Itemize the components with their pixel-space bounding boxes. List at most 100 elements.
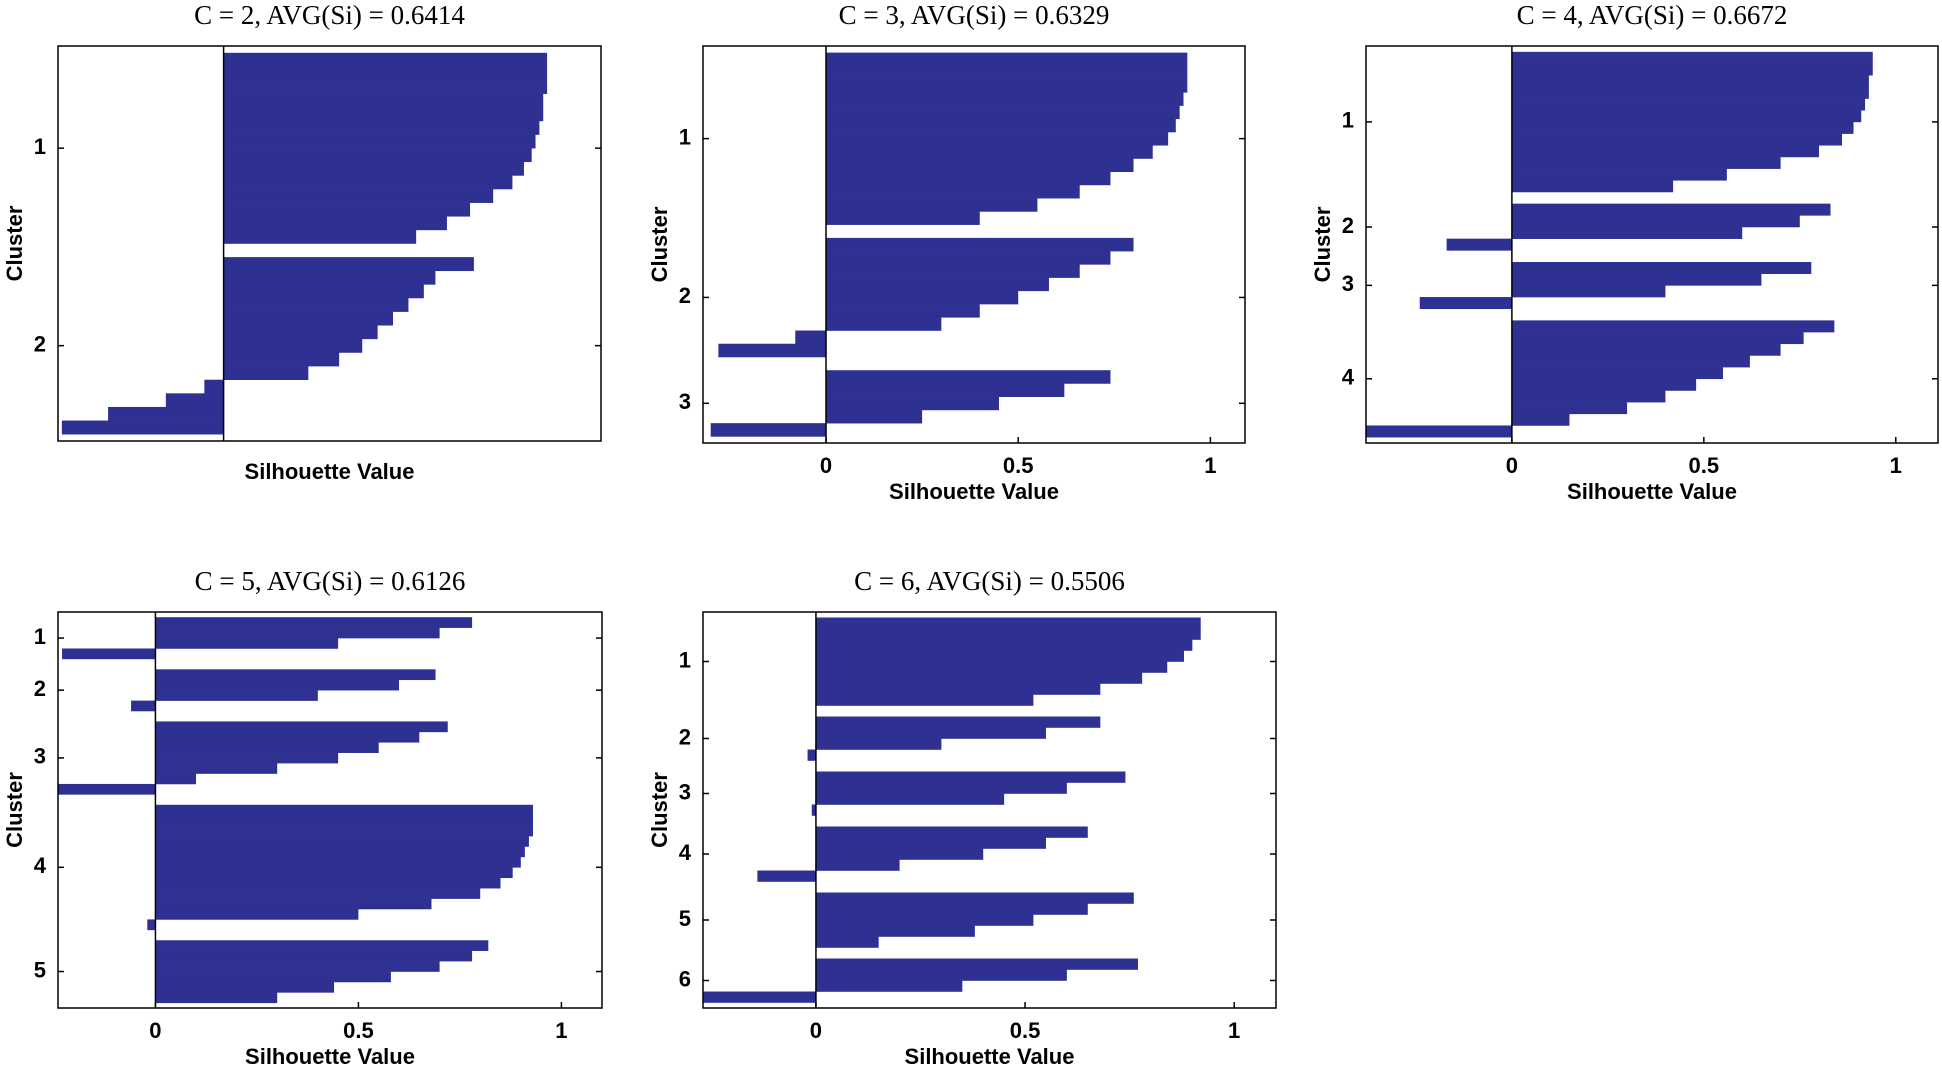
silhouette-bar	[1511, 320, 1835, 333]
x-tick-label: 0	[810, 1018, 822, 1043]
silhouette-bar	[223, 66, 548, 81]
silhouette-bar	[155, 773, 197, 785]
x-tick-label: 0	[820, 453, 832, 478]
y-tick-label: 4	[679, 840, 692, 865]
subplot-title: C = 3, AVG(Si) = 0.6329	[839, 0, 1110, 30]
silhouette-bar	[155, 981, 335, 993]
silhouette-bar	[108, 406, 224, 421]
silhouette-bar	[155, 992, 278, 1004]
plot-frame	[702, 45, 1246, 444]
silhouette-bar	[223, 52, 548, 67]
silhouette-bar	[165, 393, 224, 408]
silhouette-bar	[826, 237, 1134, 252]
silhouette-bar	[815, 683, 1101, 695]
subplot: C = 4, AVG(Si) = 0.6672 1 2 3 4 0 0.5 1 Silhouet…	[1310, 0, 1939, 504]
y-tick-label: 3	[679, 389, 691, 414]
silhouette-bar	[826, 132, 1169, 146]
silhouette-bar	[1511, 413, 1570, 426]
silhouette-bar	[155, 909, 359, 920]
silhouette-bar	[223, 148, 532, 163]
y-tick-label: 4	[34, 853, 47, 878]
silhouette-bar	[155, 815, 533, 826]
silhouette-bar	[223, 229, 417, 244]
silhouette-bar	[815, 859, 900, 871]
silhouette-bar	[131, 700, 156, 712]
silhouette-bar	[1511, 51, 1873, 64]
y-tick-label: 2	[34, 676, 46, 701]
silhouette-bar	[223, 325, 378, 340]
silhouette-bar	[155, 731, 420, 743]
silhouette-bar	[155, 627, 440, 639]
silhouette-bar	[1511, 378, 1697, 391]
y-axis-label: Cluster	[2, 772, 27, 848]
x-tick-label: 0.5	[343, 1018, 374, 1043]
y-tick-label: 5	[34, 957, 46, 982]
silhouette-bar	[155, 867, 513, 879]
silhouette-bar	[223, 270, 436, 285]
silhouette-bar	[1366, 425, 1512, 438]
silhouette-bar	[204, 379, 224, 394]
y-tick-label: 2	[679, 283, 691, 308]
silhouette-bar	[807, 749, 816, 761]
x-tick-label: 1	[555, 1018, 567, 1043]
silhouette-bar	[223, 93, 544, 108]
silhouette-bar	[223, 257, 474, 272]
silhouette-bar	[155, 940, 489, 951]
silhouette-bar	[1511, 273, 1762, 286]
plot-frame	[57, 611, 603, 1009]
silhouette-bar	[1511, 203, 1831, 216]
plot-frame	[702, 611, 1277, 1009]
y-tick-label: 2	[34, 331, 46, 356]
silhouette-bar	[826, 304, 980, 318]
silhouette-bar	[223, 216, 447, 231]
silhouette-bar	[155, 804, 533, 816]
y-tick-label: 1	[679, 124, 691, 149]
silhouette-bar	[826, 251, 1111, 265]
silhouette-bar	[223, 366, 309, 381]
silhouette-bar	[815, 617, 1201, 629]
silhouette-bar	[155, 763, 278, 774]
silhouette-bar	[223, 175, 513, 190]
y-tick-label: 5	[679, 906, 691, 931]
x-axis-label: Silhouette Value	[245, 1044, 415, 1069]
silhouette-bar	[155, 877, 501, 889]
silhouette-bar	[155, 638, 339, 649]
subplot-title: C = 2, AVG(Si) = 0.6414	[194, 0, 465, 30]
silhouette-bar	[155, 961, 440, 972]
silhouette-bar	[1511, 355, 1750, 368]
plot-frame	[57, 45, 602, 442]
silhouette-bar	[1511, 332, 1804, 345]
silhouette-bar	[1511, 63, 1873, 76]
x-tick-label: 0.5	[1689, 453, 1720, 478]
silhouette-bar	[710, 423, 827, 437]
silhouette-bar	[826, 317, 942, 331]
silhouette-bar	[826, 383, 1065, 397]
y-tick-label: 2	[1342, 213, 1354, 238]
silhouette-bar	[826, 158, 1134, 173]
subplot: C = 2, AVG(Si) = 0.6414 1 2 Silhouette Valu…	[2, 0, 602, 484]
x-tick-label: 1	[1204, 453, 1216, 478]
silhouette-bar	[223, 338, 363, 353]
silhouette-bar	[826, 370, 1111, 384]
silhouette-bar	[815, 892, 1134, 904]
x-tick-label: 0	[149, 1018, 161, 1043]
silhouette-bar	[826, 211, 980, 225]
silhouette-bar	[826, 118, 1176, 133]
x-tick-label: 1	[1228, 1018, 1240, 1043]
x-axis-label: Silhouette Value	[889, 479, 1059, 504]
y-tick-label: 1	[34, 624, 46, 649]
silhouette-bar	[223, 120, 540, 135]
x-tick-label: 0.5	[1003, 453, 1034, 478]
silhouette-bar	[815, 782, 1067, 794]
silhouette-bar	[223, 297, 409, 312]
silhouette-bar	[815, 969, 1067, 981]
silhouette-bar	[815, 837, 1046, 849]
silhouette-bar	[815, 826, 1088, 838]
silhouette-bar	[815, 672, 1143, 684]
silhouette-bar	[815, 738, 942, 750]
silhouette-bar	[1511, 121, 1854, 134]
silhouette-bar	[1511, 145, 1819, 158]
silhouette-bar	[826, 105, 1180, 120]
silhouette-bar	[1511, 390, 1666, 403]
y-tick-label: 2	[679, 724, 691, 749]
